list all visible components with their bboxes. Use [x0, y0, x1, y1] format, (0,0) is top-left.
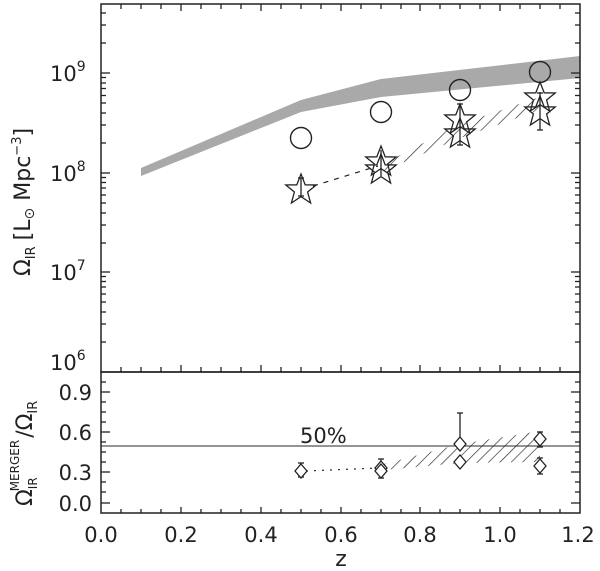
circle-point — [448, 78, 472, 102]
bottom-ticks — [101, 381, 580, 513]
svg-text:0.0: 0.0 — [59, 492, 92, 516]
x-axis-title: z — [335, 547, 347, 571]
dotted-extrapolation — [305, 467, 379, 472]
svg-text:106: 106 — [50, 348, 86, 375]
svg-text:0.9: 0.9 — [59, 381, 92, 405]
fifty-percent-annotation: 50% — [300, 424, 347, 448]
top-y-axis-title: ΩIR[L⊙ Mpc−3] — [10, 128, 39, 276]
svg-text:1.2: 1.2 — [561, 523, 594, 547]
svg-text:0.0: 0.0 — [84, 523, 117, 547]
diamond-markers — [294, 412, 547, 479]
circle-point — [369, 100, 393, 124]
svg-text:0.8: 0.8 — [403, 523, 436, 547]
top-y-tick-labels: 109 108 107 106 — [50, 59, 86, 375]
svg-text:108: 108 — [50, 159, 86, 186]
bottom-y-axis-title: ΩIRMERGER/ΩIR — [8, 401, 41, 506]
svg-text:0.2: 0.2 — [164, 523, 197, 547]
circle-point — [289, 126, 313, 150]
svg-text:109: 109 — [50, 59, 86, 86]
svg-text:1.0: 1.0 — [483, 523, 516, 547]
top-x-ticks — [120, 4, 561, 372]
svg-text:0.6: 0.6 — [324, 523, 357, 547]
top-plot-frame — [100, 3, 581, 373]
dashed-extrapolation — [312, 165, 379, 187]
svg-text:107: 107 — [50, 258, 86, 285]
svg-text:ΩIRMERGER/ΩIR: ΩIRMERGER/ΩIR — [8, 401, 41, 506]
svg-text:0.3: 0.3 — [59, 461, 92, 485]
top-panel — [141, 56, 580, 204]
bottom-panel — [101, 412, 580, 479]
bottom-y-tick-labels: 0.9 0.6 0.3 0.0 — [59, 381, 92, 516]
svg-text:0.6: 0.6 — [59, 421, 92, 445]
svg-text:ΩIR[L⊙ Mpc−3]: ΩIR[L⊙ Mpc−3] — [10, 128, 39, 276]
star-markers — [285, 81, 556, 204]
svg-text:0.4: 0.4 — [244, 523, 277, 547]
x-tick-labels: 0.0 0.2 0.4 0.6 0.8 1.0 1.2 — [84, 523, 594, 547]
top-y-ticks — [101, 12, 580, 343]
hatched-region-bottom — [384, 431, 540, 470]
